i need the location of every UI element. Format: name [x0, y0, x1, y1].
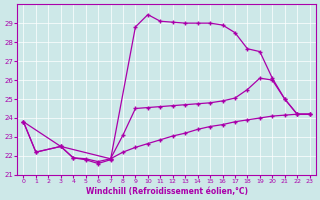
- X-axis label: Windchill (Refroidissement éolien,°C): Windchill (Refroidissement éolien,°C): [85, 187, 248, 196]
